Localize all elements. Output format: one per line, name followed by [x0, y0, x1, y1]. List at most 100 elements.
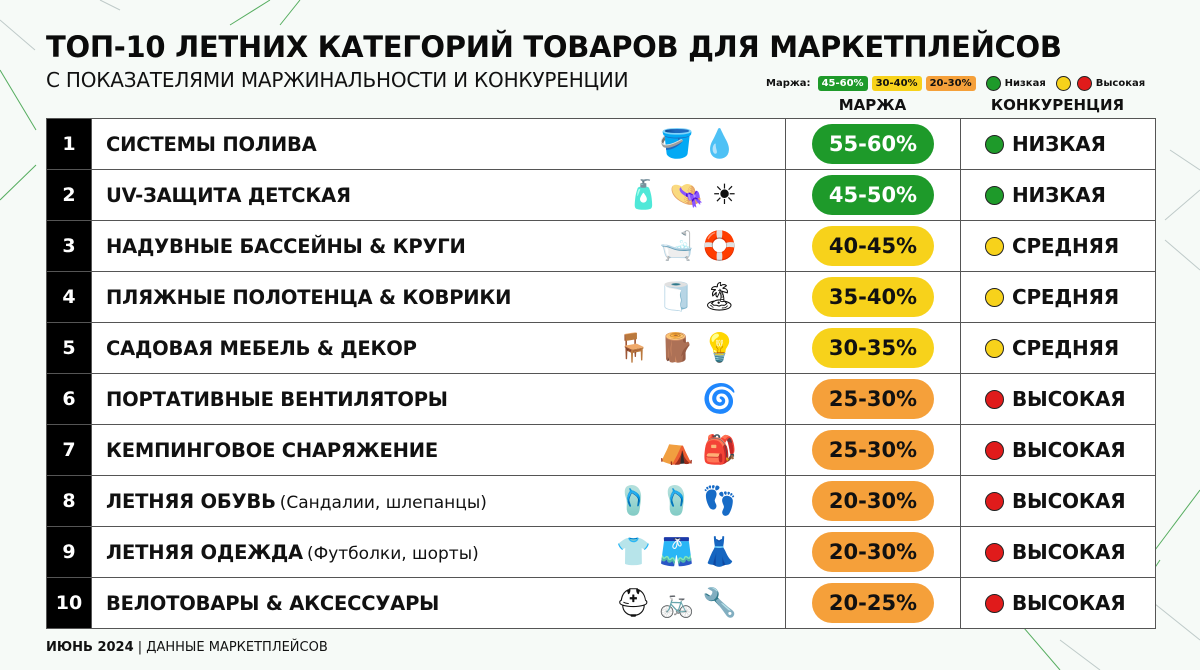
margin-cell: 35-40% [785, 271, 961, 323]
table-row: 9 ЛЕТНЯЯ ОДЕЖДА (Футболки, шорты) 👕 🩳 👗 20-… [46, 526, 1156, 578]
rolled-mat-icon: 🧻 [658, 280, 694, 313]
category-icons: 🪑 🪵 💡 [616, 334, 737, 362]
margin-badge: 20-30% [812, 532, 934, 572]
competition-level: НИЗКАЯ [1012, 132, 1106, 156]
swim-ring-icon: 🛟 [702, 229, 737, 262]
red-dot-icon [985, 389, 1004, 409]
category-cell: ЛЕТНЯЯ ОДЕЖДА (Футболки, шорты) 👕 🩳 👗 [91, 526, 786, 578]
red-dot-icon [1076, 75, 1092, 91]
legend-competition-low-label: Низкая [1004, 77, 1046, 89]
table-row: 7 КЕМПИНГОВОЕ СНАРЯЖЕНИЕ ⛺ 🎒 25-30% ВЫСОК… [46, 424, 1156, 476]
red-dot-icon [985, 542, 1004, 562]
feet-icon: 👣 [702, 484, 737, 517]
category-icons: 🪣 💧 [659, 130, 737, 158]
margin-cell: 45-50% [785, 169, 961, 221]
table-row: 3 НАДУВНЫЕ БАССЕЙНЫ & КРУГИ 🛁 🛟 40-45% СР… [46, 220, 1156, 272]
legend-chip-high: 45-60% [817, 75, 868, 91]
column-header-margin: МАРЖА [838, 96, 907, 114]
competition-cell: ВЫСОКАЯ [960, 475, 1156, 527]
legend-competition-low: Низкая [985, 75, 1046, 91]
red-dot-icon [985, 440, 1004, 460]
yellow-dot-icon [985, 236, 1004, 256]
category-name: ЛЕТНЯЯ ОДЕЖДА [106, 540, 303, 564]
category-name: UV-ЗАЩИТА ДЕТСКАЯ [106, 183, 351, 207]
table-row: 6 ПОРТАТИВНЫЕ ВЕНТИЛЯТОРЫ 🌀 25-30% ВЫСОК… [46, 373, 1156, 425]
competition-cell: ВЫСОКАЯ [960, 577, 1156, 629]
rank-cell: 2 [46, 169, 92, 221]
rank-cell: 3 [46, 220, 92, 272]
competition-level: СРЕДНЯЯ [1012, 285, 1119, 309]
margin-badge: 25-30% [812, 379, 934, 419]
dress-icon: 👗 [702, 535, 737, 568]
margin-cell: 20-30% [785, 475, 961, 527]
category-icons: 🧴 👒 ☀ [626, 181, 737, 209]
table-row: 4 ПЛЯЖНЫЕ ПОЛОТЕНЦА & КОВРИКИ 🧻 🏝 35-40% … [46, 271, 1156, 323]
footer: ИЮНЬ 2024 | ДАННЫЕ МАРКЕТПЛЕЙСОВ [46, 640, 328, 655]
rank-cell: 7 [46, 424, 92, 476]
legend: Маржа: 45-60% 30-40% 20-30% Низкая Высок… [766, 74, 1145, 92]
legend-margin-label: Маржа: [766, 77, 811, 89]
competition-cell: НИЗКАЯ [960, 118, 1156, 170]
category-cell: ВЕЛОТОВАРЫ & АКСЕССУАРЫ ⛑ 🚲 🔧 [91, 577, 786, 629]
margin-badge: 25-30% [812, 430, 934, 470]
competition-cell: ВЫСОКАЯ [960, 373, 1156, 425]
fan-icon: 🌀 [702, 382, 737, 415]
category-icons: ⛺ 🎒 [659, 436, 737, 464]
green-dot-icon [985, 185, 1004, 205]
rank-cell: 5 [46, 322, 92, 374]
footer-date: ИЮНЬ 2024 [46, 640, 134, 655]
rank-cell: 8 [46, 475, 92, 527]
sun-hat-icon: 👒 [669, 178, 704, 211]
shorts-icon: 🩳 [659, 535, 695, 568]
competition-cell: СРЕДНЯЯ [960, 220, 1156, 272]
backpack-icon: 🎒 [702, 433, 737, 466]
category-icons: 👕 🩳 👗 [616, 538, 737, 566]
rank-cell: 4 [46, 271, 92, 323]
category-cell: ПЛЯЖНЫЕ ПОЛОТЕНЦА & КОВРИКИ 🧻 🏝 [91, 271, 786, 323]
category-name: ЛЕТНЯЯ ОБУВЬ [106, 489, 276, 513]
category-cell: UV-ЗАЩИТА ДЕТСКАЯ 🧴 👒 ☀ [91, 169, 786, 221]
red-dot-icon [985, 491, 1004, 511]
rank-cell: 1 [46, 118, 92, 170]
sunscreen-icon: 🧴 [626, 178, 662, 211]
category-icons: 🧻 🏝 [659, 283, 737, 311]
rank-cell: 10 [46, 577, 92, 629]
rank-cell: 9 [46, 526, 92, 578]
category-cell: НАДУВНЫЕ БАССЕЙНЫ & КРУГИ 🛁 🛟 [91, 220, 786, 272]
yellow-dot-icon [985, 287, 1004, 307]
category-name: ВЕЛОТОВАРЫ & АКСЕССУАРЫ [106, 591, 440, 615]
table-row: 1 СИСТЕМЫ ПОЛИВА 🪣 💧 55-60% НИЗКАЯ [46, 118, 1156, 170]
category-subtitle: (Сандалии, шлепанцы) [279, 492, 487, 513]
table-row: 8 ЛЕТНЯЯ ОБУВЬ (Сандалии, шлепанцы) 🩴 🩴 👣 2… [46, 475, 1156, 527]
category-name: САДОВАЯ МЕБЕЛЬ & ДЕКОР [106, 336, 417, 360]
category-name: НАДУВНЫЕ БАССЕЙНЫ & КРУГИ [106, 234, 466, 258]
page-title: ТОП-10 ЛЕТНИХ КАТЕГОРИЙ ТОВАРОВ ДЛЯ МАРК… [46, 30, 1062, 64]
category-name: КЕМПИНГОВОЕ СНАРЯЖЕНИЕ [106, 438, 438, 462]
category-cell: САДОВАЯ МЕБЕЛЬ & ДЕКОР 🪑 🪵 💡 [91, 322, 786, 374]
margin-badge: 30-35% [812, 328, 934, 368]
categories-table: 1 СИСТЕМЫ ПОЛИВА 🪣 💧 55-60% НИЗКАЯ 2 UV-З… [46, 118, 1156, 629]
table-icon: 🪵 [659, 331, 695, 364]
margin-badge: 55-60% [812, 124, 934, 164]
hose-icon: 🪣 [659, 127, 695, 160]
margin-cell: 30-35% [785, 322, 961, 374]
category-name: ПЛЯЖНЫЕ ПОЛОТЕНЦА & КОВРИКИ [106, 285, 512, 309]
margin-cell: 20-25% [785, 577, 961, 629]
competition-cell: НИЗКАЯ [960, 169, 1156, 221]
category-cell: ПОРТАТИВНЫЕ ВЕНТИЛЯТОРЫ 🌀 [91, 373, 786, 425]
green-dot-icon [985, 134, 1004, 154]
inflatable-pool-icon: 🛁 [659, 229, 695, 262]
flip-flops-green-icon: 🩴 [616, 484, 652, 517]
competition-level: ВЫСОКАЯ [1012, 438, 1126, 462]
table-row: 2 UV-ЗАЩИТА ДЕТСКАЯ 🧴 👒 ☀ 45-50% НИЗКАЯ [46, 169, 1156, 221]
rank-cell: 6 [46, 373, 92, 425]
competition-cell: СРЕДНЯЯ [960, 271, 1156, 323]
t-shirt-icon: 👕 [616, 535, 652, 568]
legend-chip-mid: 30-40% [871, 75, 922, 91]
uv-sun-icon: ☀ [711, 178, 737, 211]
competition-level: ВЫСОКАЯ [1012, 387, 1126, 411]
chair-icon: 🪑 [616, 331, 652, 364]
category-icons: ⛑ 🚲 🔧 [616, 589, 737, 617]
beach-palm-icon: 🏝 [701, 280, 737, 313]
competition-level: СРЕДНЯЯ [1012, 234, 1119, 258]
